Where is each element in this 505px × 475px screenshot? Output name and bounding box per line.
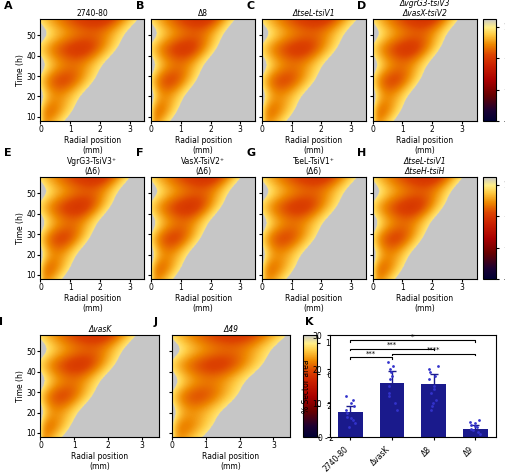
- Point: [468, 427, 476, 434]
- Point: [390, 399, 398, 407]
- Text: G: G: [246, 149, 255, 159]
- X-axis label: Radial position
(mm): Radial position (mm): [395, 135, 452, 155]
- Text: D: D: [357, 0, 366, 10]
- Point: [430, 382, 438, 390]
- Y-axis label: Time (h): Time (h): [16, 212, 25, 244]
- Point: [342, 413, 350, 420]
- X-axis label: Radial position
(mm): Radial position (mm): [64, 294, 121, 313]
- Point: [426, 389, 434, 397]
- Point: [475, 430, 483, 437]
- Text: H: H: [357, 149, 366, 159]
- X-axis label: Radial position
(mm): Radial position (mm): [285, 135, 342, 155]
- Text: ***: ***: [386, 342, 396, 348]
- Text: A: A: [4, 0, 13, 10]
- Point: [349, 403, 358, 410]
- Point: [425, 369, 433, 376]
- X-axis label: Radial position
(mm): Radial position (mm): [174, 294, 231, 313]
- Y-axis label: % Sector area: % Sector area: [301, 359, 310, 413]
- Point: [474, 416, 482, 424]
- Point: [466, 418, 474, 426]
- Point: [385, 365, 393, 373]
- Title: 2740-80: 2740-80: [76, 9, 108, 18]
- X-axis label: Radial position
(mm): Radial position (mm): [174, 135, 231, 155]
- Bar: [337, 411, 362, 437]
- Text: *: *: [410, 333, 414, 340]
- Title: VgrG3-TsiV3⁺
(Δ6): VgrG3-TsiV3⁺ (Δ6): [67, 157, 117, 176]
- Point: [344, 423, 352, 431]
- Point: [424, 375, 432, 383]
- Text: C: C: [246, 0, 254, 10]
- Title: TseL-TsiV1⁺
(Δ6): TseL-TsiV1⁺ (Δ6): [292, 157, 334, 176]
- Point: [433, 362, 441, 370]
- Text: ***: ***: [366, 351, 376, 356]
- X-axis label: Radial position
(mm): Radial position (mm): [395, 294, 452, 313]
- Title: Δ8: Δ8: [198, 9, 208, 18]
- Point: [341, 392, 349, 400]
- Text: B: B: [135, 0, 144, 10]
- Point: [473, 428, 481, 436]
- Point: [384, 382, 392, 390]
- Text: J: J: [154, 317, 158, 327]
- Point: [347, 415, 355, 422]
- Point: [428, 399, 436, 407]
- Point: [467, 421, 475, 429]
- Point: [385, 375, 393, 383]
- Title: ΔvgrG3-tsiV3
ΔvasX-tsiV2: ΔvgrG3-tsiV3 ΔvasX-tsiV2: [398, 0, 449, 18]
- X-axis label: Radial position
(mm): Radial position (mm): [71, 452, 128, 471]
- Text: I: I: [0, 317, 3, 327]
- Point: [386, 369, 394, 376]
- Point: [384, 389, 392, 397]
- Point: [392, 406, 400, 414]
- X-axis label: Radial position
(mm): Radial position (mm): [64, 135, 121, 155]
- Bar: [420, 384, 445, 437]
- Point: [472, 423, 480, 431]
- Point: [466, 425, 474, 432]
- Text: E: E: [4, 149, 12, 159]
- Bar: [462, 428, 487, 437]
- Title: ΔtseL-tsiV1
ΔtseH-tsiH: ΔtseL-tsiV1 ΔtseH-tsiH: [402, 157, 445, 176]
- Title: Δ49: Δ49: [223, 325, 238, 334]
- Title: VasX-TsiV2⁺
(Δ6): VasX-TsiV2⁺ (Δ6): [181, 157, 225, 176]
- Title: ΔvasK: ΔvasK: [88, 325, 111, 334]
- Y-axis label: Time (h): Time (h): [16, 54, 25, 86]
- Point: [427, 403, 435, 410]
- Point: [427, 406, 435, 414]
- Point: [347, 399, 355, 407]
- Text: ****: ****: [426, 347, 439, 353]
- X-axis label: Radial position
(mm): Radial position (mm): [202, 452, 259, 471]
- Text: F: F: [135, 149, 143, 159]
- Point: [342, 409, 350, 417]
- Point: [387, 372, 395, 380]
- Point: [348, 416, 356, 424]
- Y-axis label: Log Ratio: Log Ratio: [337, 368, 346, 404]
- Bar: [379, 383, 403, 437]
- Point: [431, 396, 439, 403]
- Point: [424, 365, 432, 373]
- X-axis label: Radial position
(mm): Radial position (mm): [285, 294, 342, 313]
- Point: [350, 419, 359, 427]
- Title: ΔtseL-tsiV1: ΔtseL-tsiV1: [292, 9, 334, 18]
- Point: [470, 419, 478, 427]
- Text: K: K: [304, 317, 313, 327]
- Point: [388, 362, 396, 370]
- Y-axis label: Time (h): Time (h): [16, 370, 25, 402]
- Point: [430, 372, 438, 380]
- Point: [384, 392, 392, 400]
- Point: [341, 406, 349, 414]
- Point: [348, 396, 356, 403]
- Point: [429, 386, 437, 393]
- Point: [470, 422, 478, 430]
- Point: [384, 359, 392, 366]
